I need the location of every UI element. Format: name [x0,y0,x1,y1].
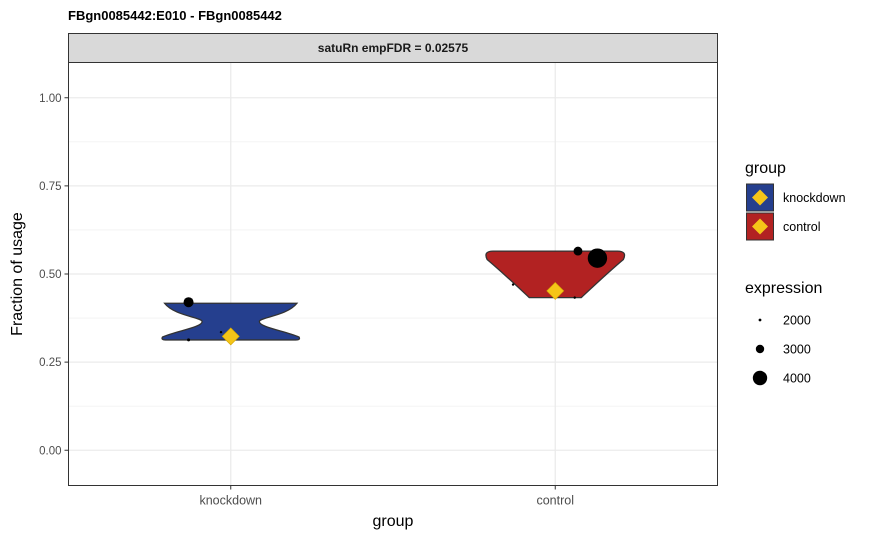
data-point-knockdown [187,338,191,342]
legend-group-title: group [745,160,786,177]
x-axis-title: group [373,513,414,530]
legend-diamond-icon [752,189,768,206]
legend-size-point [755,344,765,354]
legend-key-control [746,212,774,241]
data-point-control [573,296,576,299]
legend-size-label: 2000 [783,314,811,328]
legend-size-point [758,318,762,322]
y-axis-title: Fraction of usage [9,212,26,336]
x-axis-ticks: knockdown control [199,485,574,508]
data-point-knockdown [219,330,223,334]
gridlines [68,62,718,486]
y-tick-label: 0.75 [39,181,61,193]
legend-diamond-icon [752,218,768,235]
data-point-control [573,246,583,256]
y-tick-label: 1.00 [39,93,61,105]
x-tick-label: knockdown [199,494,262,508]
legend-size-point [752,370,768,386]
legend-expression-title: expression [745,280,822,297]
mean-diamond-control [546,281,565,300]
mean-markers [221,281,565,346]
mean-diamond-knockdown [221,327,240,346]
facet-strip [68,33,718,63]
facet-label: satuRn empFDR = 0.02575 [318,41,469,55]
data-point-knockdown [183,297,194,308]
chart-title: FBgn0085442:E010 - FBgn0085442 [68,8,282,23]
violin-knockdown [161,302,301,341]
data-point-control [587,248,608,268]
y-tick-label: 0.00 [39,445,61,457]
data-point-control [511,283,515,286]
y-tick-label: 0.50 [39,269,61,281]
x-tick-label: control [536,494,574,508]
legend: group expression knockdown control 2000 300… [745,160,846,386]
y-tick-label: 0.25 [39,357,61,369]
points [183,246,608,342]
legend-size-label: 3000 [783,343,811,357]
legend-label-control: control [783,220,821,234]
legend-label-knockdown: knockdown [783,191,846,205]
y-axis-ticks: 0.00 0.25 0.50 0.75 1.00 [39,93,69,457]
legend-size-label: 4000 [783,372,811,386]
